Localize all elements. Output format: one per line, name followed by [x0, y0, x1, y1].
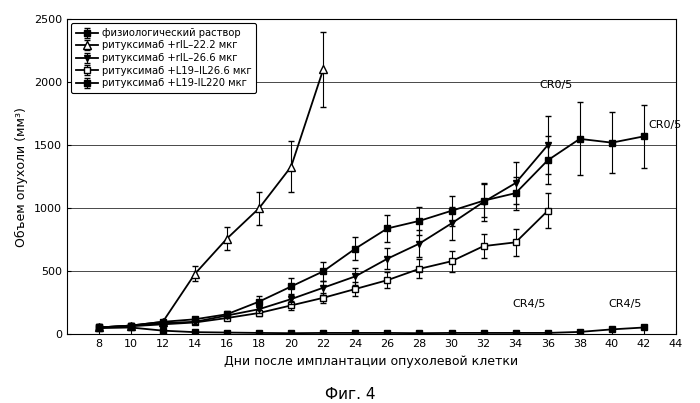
Text: CR4/5: CR4/5 — [609, 299, 642, 309]
X-axis label: Дни после имплантации опухолевой клетки: Дни после имплантации опухолевой клетки — [224, 355, 519, 368]
Text: CR0/5: CR0/5 — [540, 80, 573, 89]
Text: CR0/5: CR0/5 — [649, 120, 682, 130]
Legend: физиологический раствор, ритуксимаб +rIL–22.2 мкг, ритуксимаб +rIL–26.6 мкг, рит: физиологический раствор, ритуксимаб +rIL… — [71, 23, 256, 93]
Y-axis label: Объем опухоли (мм³): Объем опухоли (мм³) — [15, 107, 28, 247]
Text: Фиг. 4: Фиг. 4 — [325, 387, 375, 402]
Text: CR4/5: CR4/5 — [512, 299, 546, 309]
